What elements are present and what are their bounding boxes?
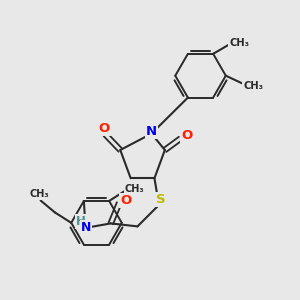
Text: N: N	[146, 125, 157, 138]
Text: CH₃: CH₃	[229, 38, 249, 48]
Text: CH₃: CH₃	[29, 189, 49, 199]
Text: N: N	[81, 221, 91, 234]
Text: CH₃: CH₃	[124, 184, 144, 194]
Text: H: H	[76, 215, 86, 228]
Text: O: O	[181, 129, 193, 142]
Text: O: O	[98, 122, 110, 135]
Text: CH₃: CH₃	[243, 80, 263, 91]
Text: S: S	[156, 193, 165, 206]
Text: O: O	[120, 194, 131, 207]
